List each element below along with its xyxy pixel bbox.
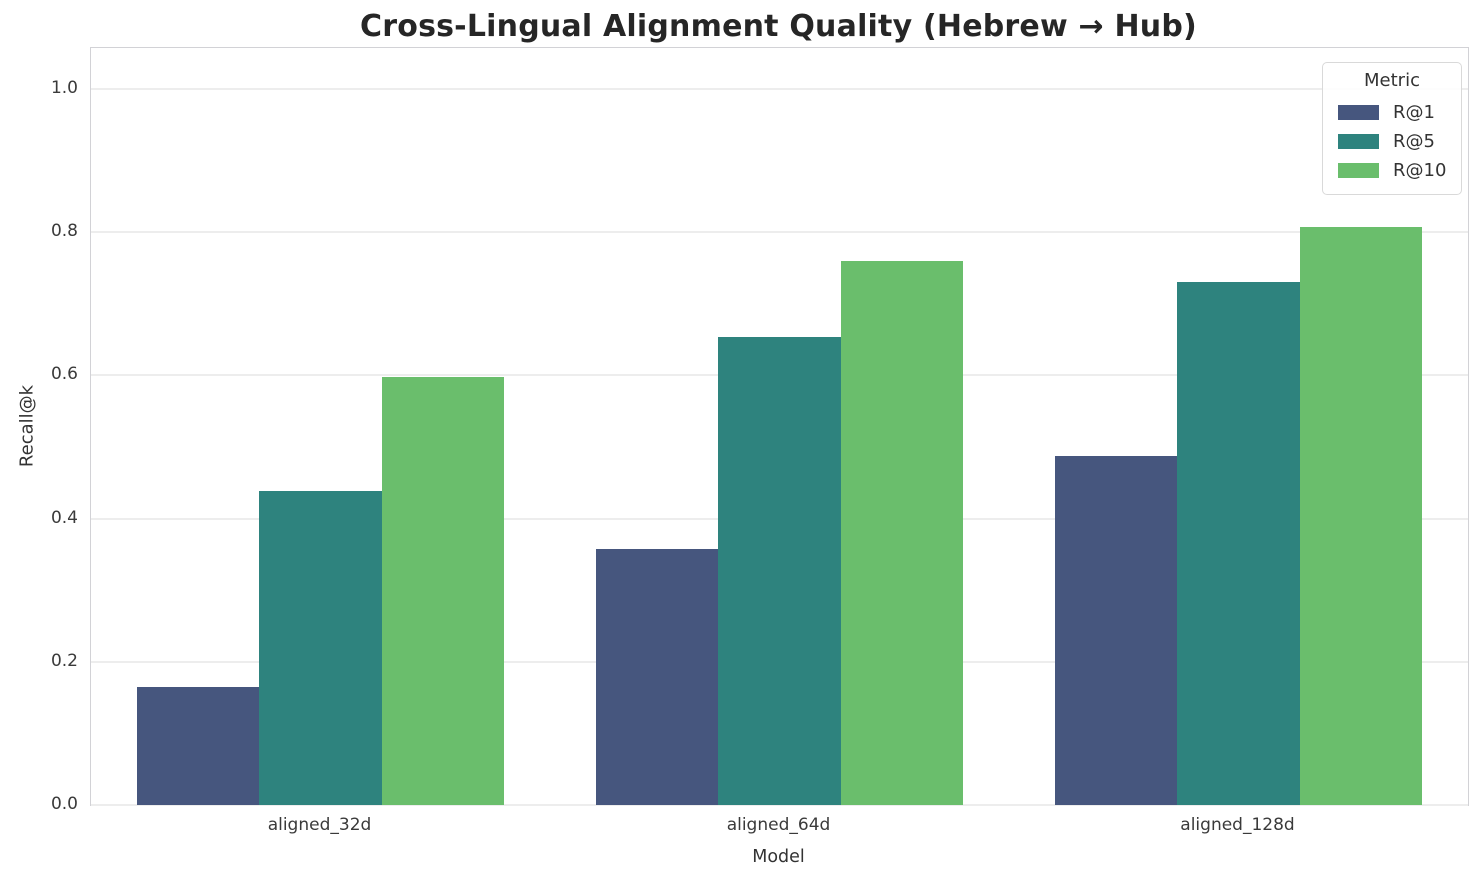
bar-aligned_64d-R@10 (840, 260, 964, 805)
y-tick-label: 0.8 (50, 221, 78, 242)
x-tick-label-aligned_32d: aligned_32d (267, 815, 372, 835)
bar-aligned_64d-R@5 (718, 336, 841, 805)
gridline (91, 804, 1468, 806)
legend-item-R@1: R@1 (1333, 98, 1451, 127)
legend-items: R@1 R@5 R@10 (1333, 98, 1451, 185)
x-axis-label: Model (752, 847, 805, 867)
legend-swatch-icon (1338, 134, 1379, 149)
bar-aligned_64d-R@1 (595, 549, 719, 805)
gridline (91, 87, 1468, 90)
x-tick-label-aligned_64d: aligned_64d (726, 815, 831, 835)
bar-aligned_128d-R@1 (1054, 455, 1178, 805)
legend-title: Metric (1364, 70, 1420, 91)
y-tick-label: 0.2 (50, 650, 78, 671)
chart-title: Cross-Lingual Alignment Quality (Hebrew … (360, 9, 1197, 44)
legend-item-R@5: R@5 (1333, 127, 1451, 156)
bar-aligned_128d-R@10 (1299, 227, 1423, 805)
y-axis-label: Recall@k (16, 384, 38, 468)
legend-label: R@5 (1393, 131, 1435, 152)
y-tick-label: 0.6 (50, 364, 78, 385)
legend-label: R@1 (1393, 102, 1435, 123)
legend-label: R@10 (1393, 160, 1447, 181)
y-tick-label: 1.0 (50, 77, 78, 98)
x-tick-label-aligned_128d: aligned_128d (1180, 815, 1295, 835)
bar-aligned_128d-R@5 (1177, 282, 1300, 805)
bar-aligned_32d-R@1 (136, 686, 260, 805)
bar-aligned_32d-R@10 (381, 377, 505, 805)
gridline (91, 231, 1468, 234)
bar-aligned_32d-R@5 (259, 491, 382, 805)
legend: Metric R@1 R@5 R@10 (1322, 62, 1462, 195)
plot-area (90, 47, 1469, 806)
legend-swatch-icon (1338, 163, 1379, 178)
y-tick-label: 0.0 (50, 794, 78, 814)
legend-item-R@10: R@10 (1333, 156, 1451, 185)
y-tick-label: 0.4 (50, 507, 78, 528)
legend-swatch-icon (1338, 105, 1379, 120)
